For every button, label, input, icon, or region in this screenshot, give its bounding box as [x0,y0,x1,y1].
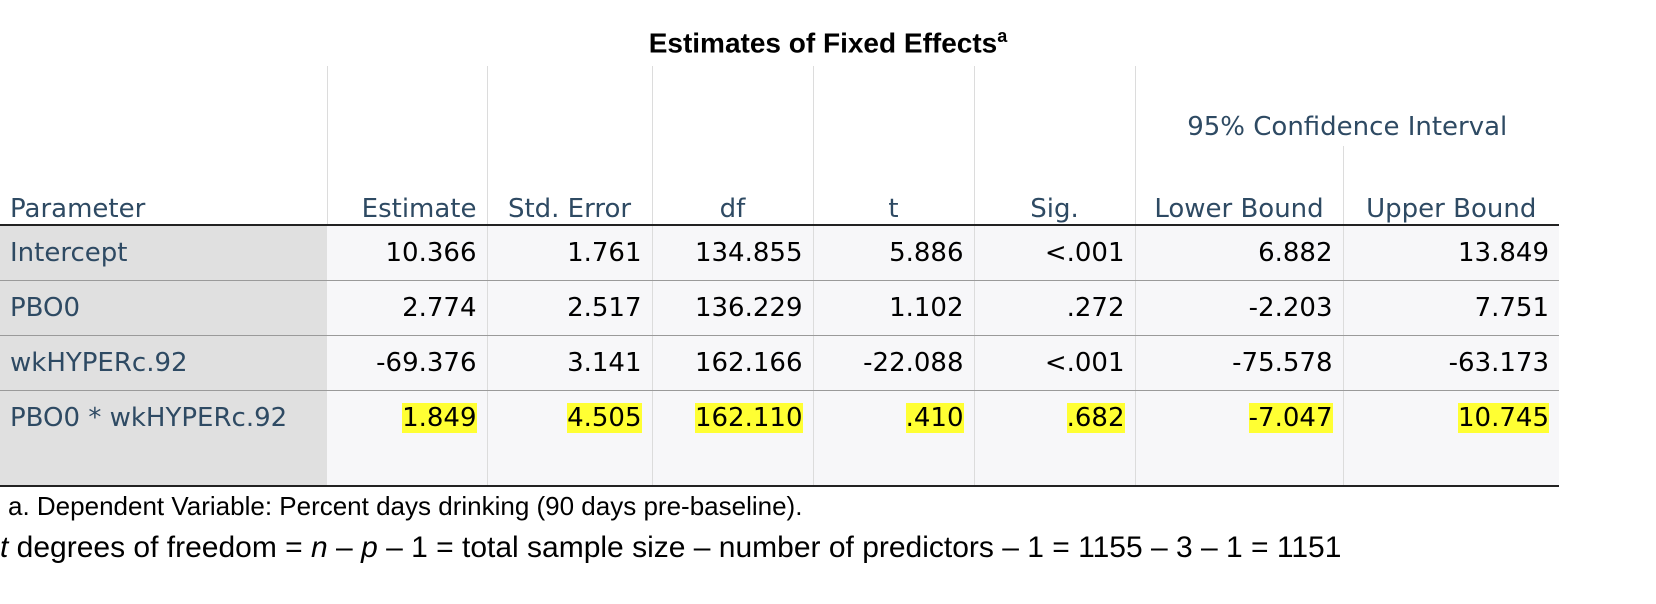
table-title-text: Estimates of Fixed Effects [648,27,998,59]
cell-padding [1134,445,1343,487]
table-bottom-padding [0,445,1559,487]
table-title: Estimates of Fixed Effectsa [0,26,1656,59]
formula-text-1: degrees of freedom = [8,531,312,564]
cell-t: 5.886 [812,225,974,281]
header-spacer [326,66,487,146]
highlighted-value: 4.505 [567,403,642,433]
cell-t: -22.088 [812,335,974,391]
cell-lower-bound: -2.203 [1134,280,1343,336]
ci-group-header: 95% Confidence Interval [1134,66,1559,146]
table-footnote: a. Dependent Variable: Percent days drin… [8,491,803,521]
cell-estimate: 10.366 [327,225,487,281]
cell-df: 134.855 [651,225,813,281]
column-header-upper-bound: Upper Bound [1342,146,1559,226]
cell-std-error: 1.761 [486,225,652,281]
formula-text-3: – 1 = total sample size – number of pred… [377,531,1342,564]
cell-std-error: 2.517 [486,280,652,336]
cell-estimate: -69.376 [327,335,487,391]
cell-padding [327,445,487,487]
cell-padding [486,445,652,487]
row-label: Intercept [0,225,327,281]
cell-lower-bound: -7.047 [1134,390,1343,445]
highlighted-value: .410 [905,403,964,433]
ci-group-header-label: 95% Confidence Interval [1187,112,1508,142]
cell-padding [1342,445,1559,487]
cell-padding [812,445,974,487]
row-label: PBO0 * wkHYPERc.92 [0,390,327,445]
row-label: wkHYPERc.92 [0,335,327,391]
column-header-estimate: Estimate [326,146,487,226]
table-row: wkHYPERc.92 -69.376 3.141 162.166 -22.08… [0,335,1559,391]
row-label-padding [0,445,327,487]
formula-n: n [311,531,328,564]
cell-padding [651,445,813,487]
cell-df: 162.110 [651,390,813,445]
cell-upper-bound: 10.745 [1342,390,1559,445]
column-header-lower-bound: Lower Bound [1134,146,1343,226]
cell-sig: .682 [973,390,1135,445]
degrees-of-freedom-formula: t degrees of freedom = n – p – 1 = total… [0,531,1341,565]
formula-t: t [0,531,9,564]
formula-p: p [361,531,378,564]
row-label: PBO0 [0,280,327,336]
cell-estimate: 2.774 [327,280,487,336]
cell-lower-bound: -75.578 [1134,335,1343,391]
header-spacer [812,66,974,146]
cell-std-error: 4.505 [486,390,652,445]
cell-upper-bound: 13.849 [1342,225,1559,281]
highlighted-value: 162.110 [694,403,803,433]
cell-df: 136.229 [651,280,813,336]
title-footnote-marker: a [997,26,1008,46]
highlighted-value: .682 [1066,403,1125,433]
cell-upper-bound: 7.751 [1342,280,1559,336]
cell-sig: .272 [973,280,1135,336]
header-spacer [0,66,327,146]
table-row-highlighted: PBO0 * wkHYPERc.92 1.849 4.505 162.110 .… [0,390,1559,445]
highlighted-value: -7.047 [1248,403,1333,433]
header-spacer [651,66,813,146]
cell-sig: <.001 [973,225,1135,281]
cell-df: 162.166 [651,335,813,391]
header-spacer [486,66,652,146]
column-header-sig: Sig. [973,146,1135,226]
cell-t: .410 [812,390,974,445]
header-spacer [973,66,1135,146]
table-row: PBO0 2.774 2.517 136.229 1.102 .272 -2.2… [0,280,1559,336]
cell-padding [973,445,1135,487]
cell-estimate: 1.849 [327,390,487,445]
highlighted-value: 1.849 [402,403,477,433]
table-row: Intercept 10.366 1.761 134.855 5.886 <.0… [0,225,1559,281]
column-header-df: df [651,146,813,226]
cell-lower-bound: 6.882 [1134,225,1343,281]
cell-t: 1.102 [812,280,974,336]
column-header-std-error: Std. Error [486,146,652,226]
highlighted-value: 10.745 [1458,403,1549,433]
cell-sig: <.001 [973,335,1135,391]
fixed-effects-table: 95% Confidence Interval Parameter Estima… [0,66,1559,487]
cell-std-error: 3.141 [486,335,652,391]
column-header-parameter: Parameter [0,146,327,226]
column-header-t: t [812,146,974,226]
cell-upper-bound: -63.173 [1342,335,1559,391]
formula-text-2: – [327,531,362,564]
